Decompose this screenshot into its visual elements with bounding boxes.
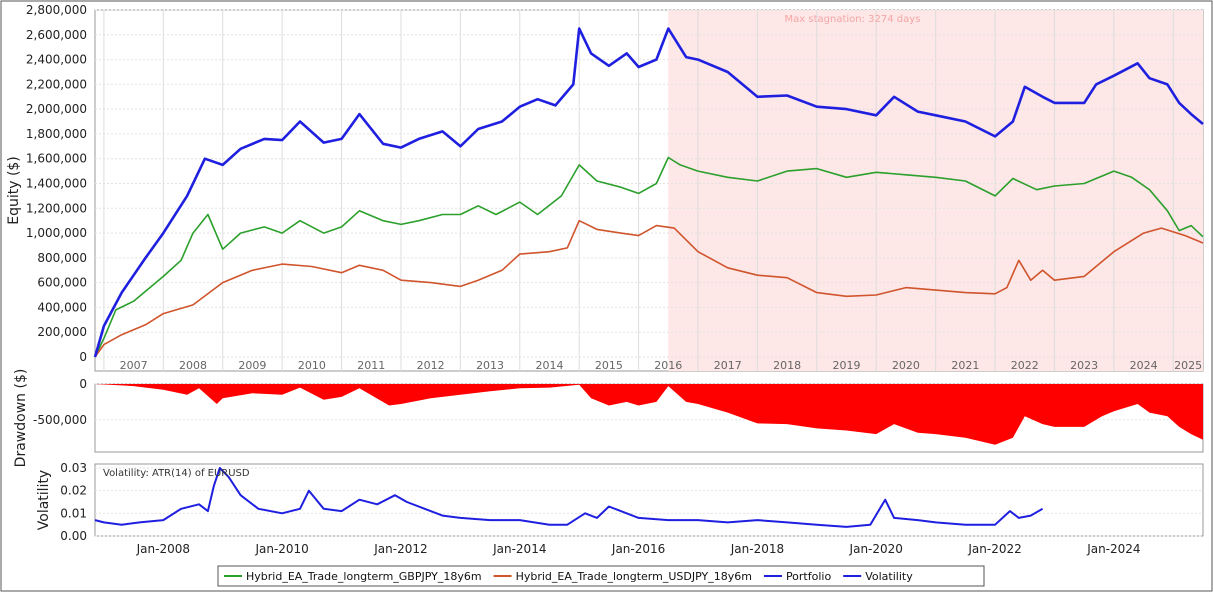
x-axis-tick-label: Jan-2024 [1086, 542, 1140, 556]
equity-y-axis-label: Equity ($) [6, 156, 22, 225]
year-label: 2020 [892, 359, 920, 372]
x-axis-tick-label: Jan-2020 [849, 542, 903, 556]
volatility-panel: 0.00 0.01 0.02 0.03 Volatility: ATR(14) of E… [36, 461, 1204, 543]
equity-y-tick-label: 400,000 [37, 300, 87, 314]
year-label: 2018 [773, 359, 801, 372]
equity-y-tick-label: 1,200,000 [26, 201, 87, 215]
volatility-y-tick-label: 0.02 [60, 484, 87, 498]
x-axis-tick-label: Jan-2014 [492, 542, 546, 556]
year-label: 2011 [357, 359, 385, 372]
equity-y-tick-label: 2,800,000 [26, 3, 87, 17]
equity-series-line-0 [94, 156, 1204, 358]
volatility-inner-label: Volatility: ATR(14) of EURUSD [103, 468, 250, 479]
year-label: 2016 [654, 359, 682, 372]
year-label: 2014 [535, 359, 563, 372]
equity-y-tick-label: 1,400,000 [26, 177, 87, 191]
drawdown-y-tick-label: 0 [79, 377, 87, 391]
equity-y-tick-label: 200,000 [37, 325, 87, 339]
equity-y-tick-label: 0 [79, 350, 87, 364]
equity-y-tick-label: 2,000,000 [26, 102, 87, 116]
year-label: 2008 [179, 359, 207, 372]
volatility-y-axis-label: Volatility [36, 470, 52, 530]
equity-y-tick-label: 1,800,000 [26, 127, 87, 141]
volatility-y-tick-label: 0.03 [60, 461, 87, 475]
equity-series-line-2 [93, 27, 1204, 358]
x-axis-tick-label: Jan-2010 [254, 542, 308, 556]
year-label: 2015 [595, 359, 623, 372]
equity-y-tick-label: 1,600,000 [26, 152, 87, 166]
legend-box [217, 565, 985, 587]
equity-y-tick-label: 2,600,000 [26, 28, 87, 42]
year-label: 2012 [417, 359, 445, 372]
drawdown-panel: 0 -500,000 Drawdown ($) [13, 369, 1204, 468]
volatility-series-line-0 [94, 467, 1044, 528]
year-label: 2025 [1174, 359, 1202, 372]
legend-entry-label: Volatility [865, 570, 913, 583]
drawdown-area [95, 384, 1203, 445]
year-label: 2023 [1070, 359, 1098, 372]
year-label: 2017 [714, 359, 742, 372]
stagnation-label: Max stagnation: 3274 days [785, 14, 921, 25]
year-label: 2024 [1130, 359, 1158, 372]
volatility-y-tick-label: 0.00 [60, 529, 87, 543]
year-label: 2007 [120, 359, 148, 372]
equity-y-tick-label: 600,000 [37, 276, 87, 290]
year-label: 2010 [298, 359, 326, 372]
equity-y-tick-label: 2,200,000 [26, 77, 87, 91]
legend-entry-label: Hybrid_EA_Trade_longterm_USDJPY_18y6m [516, 570, 752, 583]
volatility-y-tick-label: 0.01 [60, 506, 87, 520]
equity-y-tick-label: 800,000 [37, 251, 87, 265]
x-axis-tick-label: Jan-2008 [136, 542, 190, 556]
year-label: 2013 [476, 359, 504, 372]
drawdown-y-tick-label: -500,000 [33, 413, 87, 427]
equity-series-line-1 [94, 219, 1204, 358]
x-axis-tick-label: Jan-2022 [967, 542, 1021, 556]
year-label: 2019 [833, 359, 861, 372]
x-axis-tick-label: Jan-2016 [611, 542, 665, 556]
x-axis-tick-label: Jan-2012 [373, 542, 427, 556]
year-label: 2009 [238, 359, 266, 372]
equity-y-tick-label: 1,000,000 [26, 226, 87, 240]
year-label: 2022 [1011, 359, 1039, 372]
year-label: 2021 [951, 359, 979, 372]
equity-panel: 2007 2008 2009 2010 2011 2012 2013 2014 2015 2016… [6, 3, 1204, 372]
legend-entry-label: Portfolio [786, 570, 832, 583]
drawdown-y-axis-label: Drawdown ($) [13, 369, 29, 468]
equity-y-tick-label: 2,400,000 [26, 53, 87, 67]
legend: Hybrid_EA_Trade_longterm_GBPJPY_18y6m Hyb… [217, 565, 985, 587]
legend-entry-label: Hybrid_EA_Trade_longterm_GBPJPY_18y6m [246, 570, 482, 583]
x-axis-tick-label: Jan-2018 [730, 542, 784, 556]
volatility-plot-area [94, 463, 1204, 537]
